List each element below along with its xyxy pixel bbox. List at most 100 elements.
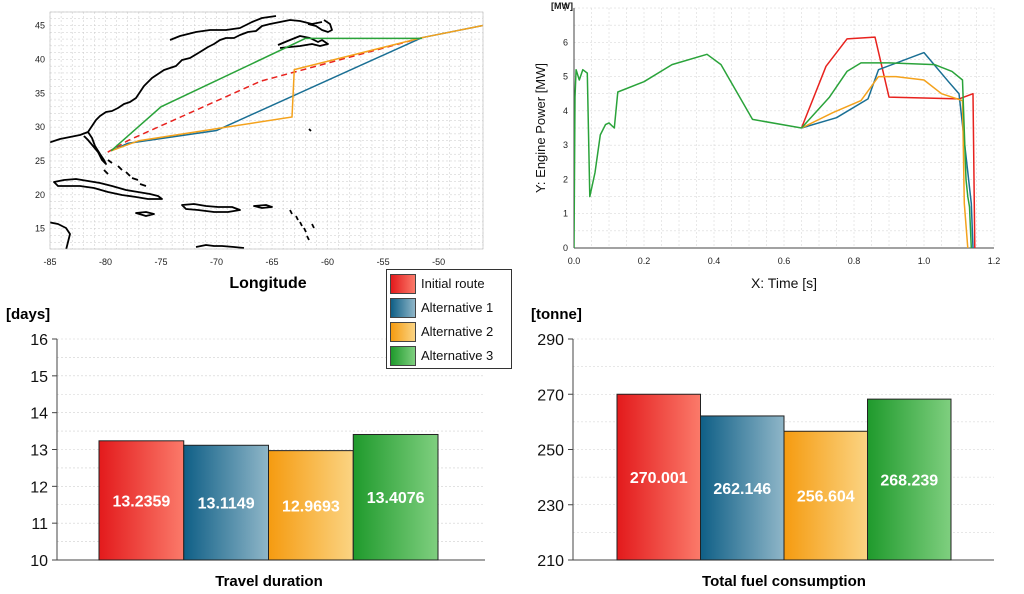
route-line-alternative-2 [110, 24, 483, 152]
fuel-bar-alternative-2 [783, 430, 868, 561]
power-ytick-label: 1 [563, 209, 568, 219]
fuel-value-label: 268.239 [880, 473, 938, 490]
duration-ytick-label: 12 [30, 479, 48, 496]
duration-bar-alternative-1 [183, 444, 269, 561]
route-map-panel: -85 -80 -75 -70 -65 -60 -55 -50 15 20 25 30 35 40 45 L… [35, 11, 484, 292]
fuel-consumption-panel: 270.001 262.146 256.604 268.239 210 230 250 27… [531, 306, 994, 590]
power-ytick-label: 4 [563, 106, 568, 116]
map-ytick-label: 15 [35, 224, 45, 234]
duration-value-label: 12.9693 [282, 498, 340, 515]
coastlines [50, 15, 333, 249]
fuel-bar-initial-route [616, 393, 701, 561]
map-ytick-label: 40 [35, 54, 45, 64]
power-xtick-label: 1.2 [988, 256, 1001, 266]
fuel-ytick-label: 230 [537, 498, 564, 515]
power-ylabel: Y: Engine Power [MW] [533, 63, 548, 193]
duration-bar-initial-route [98, 440, 185, 561]
fuel-ytick-label: 290 [537, 332, 564, 349]
power-tick-labels: 0.0 0.2 0.4 0.6 0.8 1.0 1.2 0 1 2 3 4 5 6 7 [563, 3, 1000, 266]
route-line-alternative-1 [110, 24, 483, 152]
duration-ytick-label: 16 [30, 332, 48, 349]
map-ytick-label: 45 [35, 21, 45, 31]
power-ytick-label: 2 [563, 174, 568, 184]
fuel-xlabel: Total fuel consumption [702, 573, 866, 590]
coastline-nova-scotia [277, 35, 329, 49]
power-xtick-label: 1.0 [918, 256, 931, 266]
power-line-alternative-3 [574, 53, 802, 248]
legend-item-alt3: Alternative 3 [390, 344, 508, 368]
legend-item-alt1: Alternative 1 [390, 296, 508, 320]
duration-value-label: 13.1149 [198, 496, 255, 513]
duration-xlabel: Travel duration [215, 573, 323, 590]
fuel-bars: 270.001 262.146 256.604 268.239 [616, 393, 952, 561]
power-series [574, 36, 976, 248]
legend-item-alt2: Alternative 2 [390, 320, 508, 344]
map-frame [49, 11, 484, 250]
map-xlabel: Longitude [229, 275, 306, 292]
power-xtick-label: 0.4 [708, 256, 721, 266]
fuel-ytick-label: 270 [537, 387, 564, 404]
legend-label: Alternative 3 [421, 348, 494, 364]
coastline-us-east [50, 19, 323, 144]
fuel-value-label: 262.146 [713, 481, 771, 498]
map-xtick-label: -55 [377, 257, 390, 267]
duration-ytick-label: 15 [30, 369, 48, 386]
map-xtick-label: -65 [266, 257, 279, 267]
duration-ytick-label: 11 [31, 516, 48, 533]
power-xtick-label: 0.6 [778, 256, 791, 266]
duration-ytick-label: 10 [30, 553, 48, 570]
map-xtick-label: -80 [99, 257, 112, 267]
power-xtick-label: 0.2 [638, 256, 651, 266]
map-xtick-label: -60 [321, 257, 334, 267]
travel-duration-panel: 13.2359 13.1149 12.9693 13.4076 10111213141… [6, 306, 485, 590]
duration-ytick-label: 14 [30, 406, 48, 423]
power-xtick-label: 0.0 [568, 256, 581, 266]
route-line-alternative-3 [110, 37, 422, 152]
power-line-alternative-1 [801, 51, 974, 248]
duration-tick-labels: 10 11 12 13 14 15 16 [30, 332, 57, 570]
legend-swatch-initial [390, 273, 416, 294]
route-line-initial-route [107, 36, 423, 153]
fuel-bar-alternative-1 [700, 415, 785, 561]
map-ytick-label: 20 [35, 190, 45, 200]
coastline-hispaniola [181, 203, 241, 213]
legend-label: Alternative 1 [421, 300, 494, 316]
legend: Initial route Alternative 1 Alternative … [386, 269, 512, 369]
duration-bars: 13.2359 13.1149 12.9693 13.4076 [98, 433, 439, 561]
engine-power-panel: 0.0 0.2 0.4 0.6 0.8 1.0 1.2 0 1 2 3 4 5 6 7 [MW] X: Ti… [533, 1, 1000, 291]
power-unit-label: [MW] [551, 1, 573, 11]
map-ytick-label: 30 [35, 122, 45, 132]
coastline-florida [83, 131, 107, 165]
route-lines [107, 24, 483, 153]
duration-bar-alternative-3 [352, 433, 439, 561]
power-ytick-label: 3 [563, 140, 568, 150]
power-ytick-label: 5 [563, 72, 568, 82]
coastline-antilles [289, 209, 315, 241]
fuel-value-label: 270.001 [630, 470, 688, 487]
coastline-bermuda [308, 128, 312, 132]
map-tick-labels: -85 -80 -75 -70 -65 -60 -55 -50 15 20 25 30 35 40 45 [35, 21, 445, 267]
power-xlabel: X: Time [s] [751, 275, 817, 291]
power-ytick-label: 0 [563, 243, 568, 253]
power-ytick-label: 7 [563, 3, 568, 13]
power-ytick-label: 6 [563, 37, 568, 47]
map-ytick-label: 35 [35, 88, 45, 98]
power-line-initial-route [800, 36, 976, 248]
duration-ytick-label: 13 [30, 443, 48, 460]
coastline-newfoundland [307, 19, 333, 33]
map-xtick-label: -75 [155, 257, 168, 267]
fuel-unit-label: [tonne] [531, 306, 582, 323]
fuel-ytick-label: 250 [537, 443, 564, 460]
coastline-south-america [195, 244, 245, 249]
fuel-tick-labels: 210 230 250 270 290 [537, 332, 573, 570]
legend-swatch-alt3 [390, 345, 416, 366]
coastline-north [169, 15, 277, 41]
fuel-bar-alternative-3 [867, 398, 952, 561]
power-grid [573, 7, 995, 249]
map-xtick-label: -50 [432, 257, 445, 267]
map-grid [49, 11, 484, 250]
fuel-ytick-label: 210 [537, 553, 564, 570]
coastline-puerto-rico [253, 204, 273, 209]
legend-label: Initial route [421, 276, 485, 292]
